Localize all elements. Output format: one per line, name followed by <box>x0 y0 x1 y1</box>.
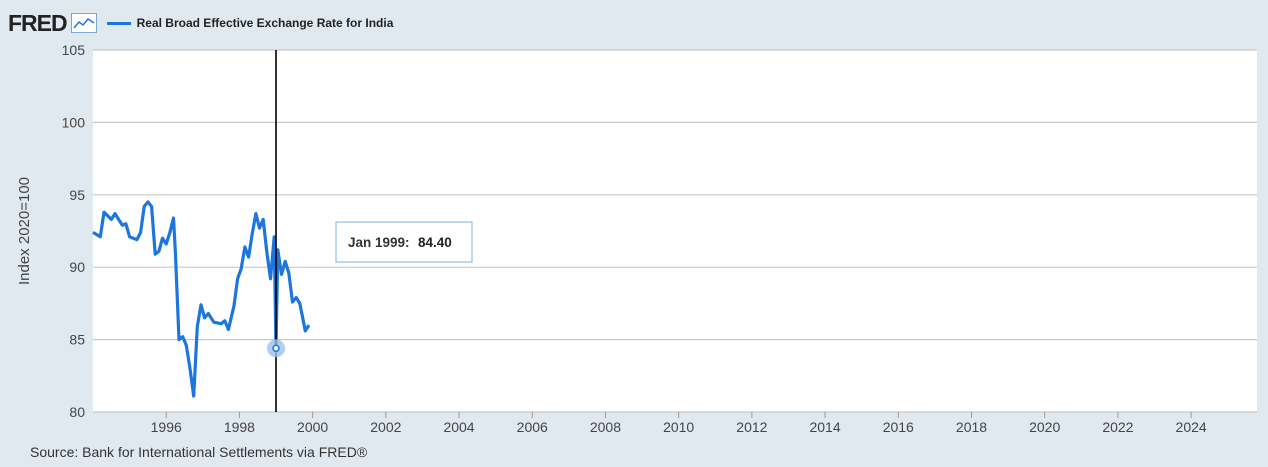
y-tick-label: 100 <box>62 114 86 130</box>
tooltip-value: 84.40 <box>418 235 452 250</box>
x-tick-label: 2006 <box>517 419 548 435</box>
legend-label[interactable]: Real Broad Effective Exchange Rate for I… <box>136 16 394 30</box>
x-tick-label: 2014 <box>809 419 840 435</box>
y-tick-label: 95 <box>69 187 85 203</box>
x-tick-label: 2012 <box>736 419 767 435</box>
x-tick-label: 2020 <box>1029 419 1060 435</box>
y-tick-label: 85 <box>69 332 85 348</box>
y-tick-label: 80 <box>69 404 85 420</box>
x-tick-label: 1998 <box>224 419 255 435</box>
chart-header: FRED Real Broad Effective Exchange Rate … <box>8 6 393 40</box>
plot-area <box>93 50 1257 412</box>
x-tick-label: 2004 <box>443 419 474 435</box>
x-tick-label: 2022 <box>1102 419 1133 435</box>
line-graph-icon <box>70 13 97 33</box>
x-tick-label: 2010 <box>663 419 694 435</box>
x-tick-label: 2000 <box>297 419 328 435</box>
x-tick-label: 2016 <box>883 419 914 435</box>
y-tick-label: 90 <box>69 259 85 275</box>
y-axis-label: Index 2020=100 <box>16 177 33 285</box>
tooltip-box <box>335 221 473 263</box>
x-tick-label: 2018 <box>956 419 987 435</box>
fred-logo[interactable]: FRED <box>8 9 68 36</box>
tooltip-date: Jan 1999: <box>348 235 410 250</box>
legend-swatch <box>106 21 131 25</box>
y-tick-label: 105 <box>62 42 86 58</box>
x-tick-label: 1996 <box>151 419 182 435</box>
x-tick-label: 2024 <box>1176 419 1207 435</box>
source-note: Source: Bank for International Settlemen… <box>30 444 368 460</box>
x-tick-label: 2008 <box>590 419 621 435</box>
hover-marker <box>272 344 280 353</box>
x-tick-label: 2002 <box>370 419 401 435</box>
